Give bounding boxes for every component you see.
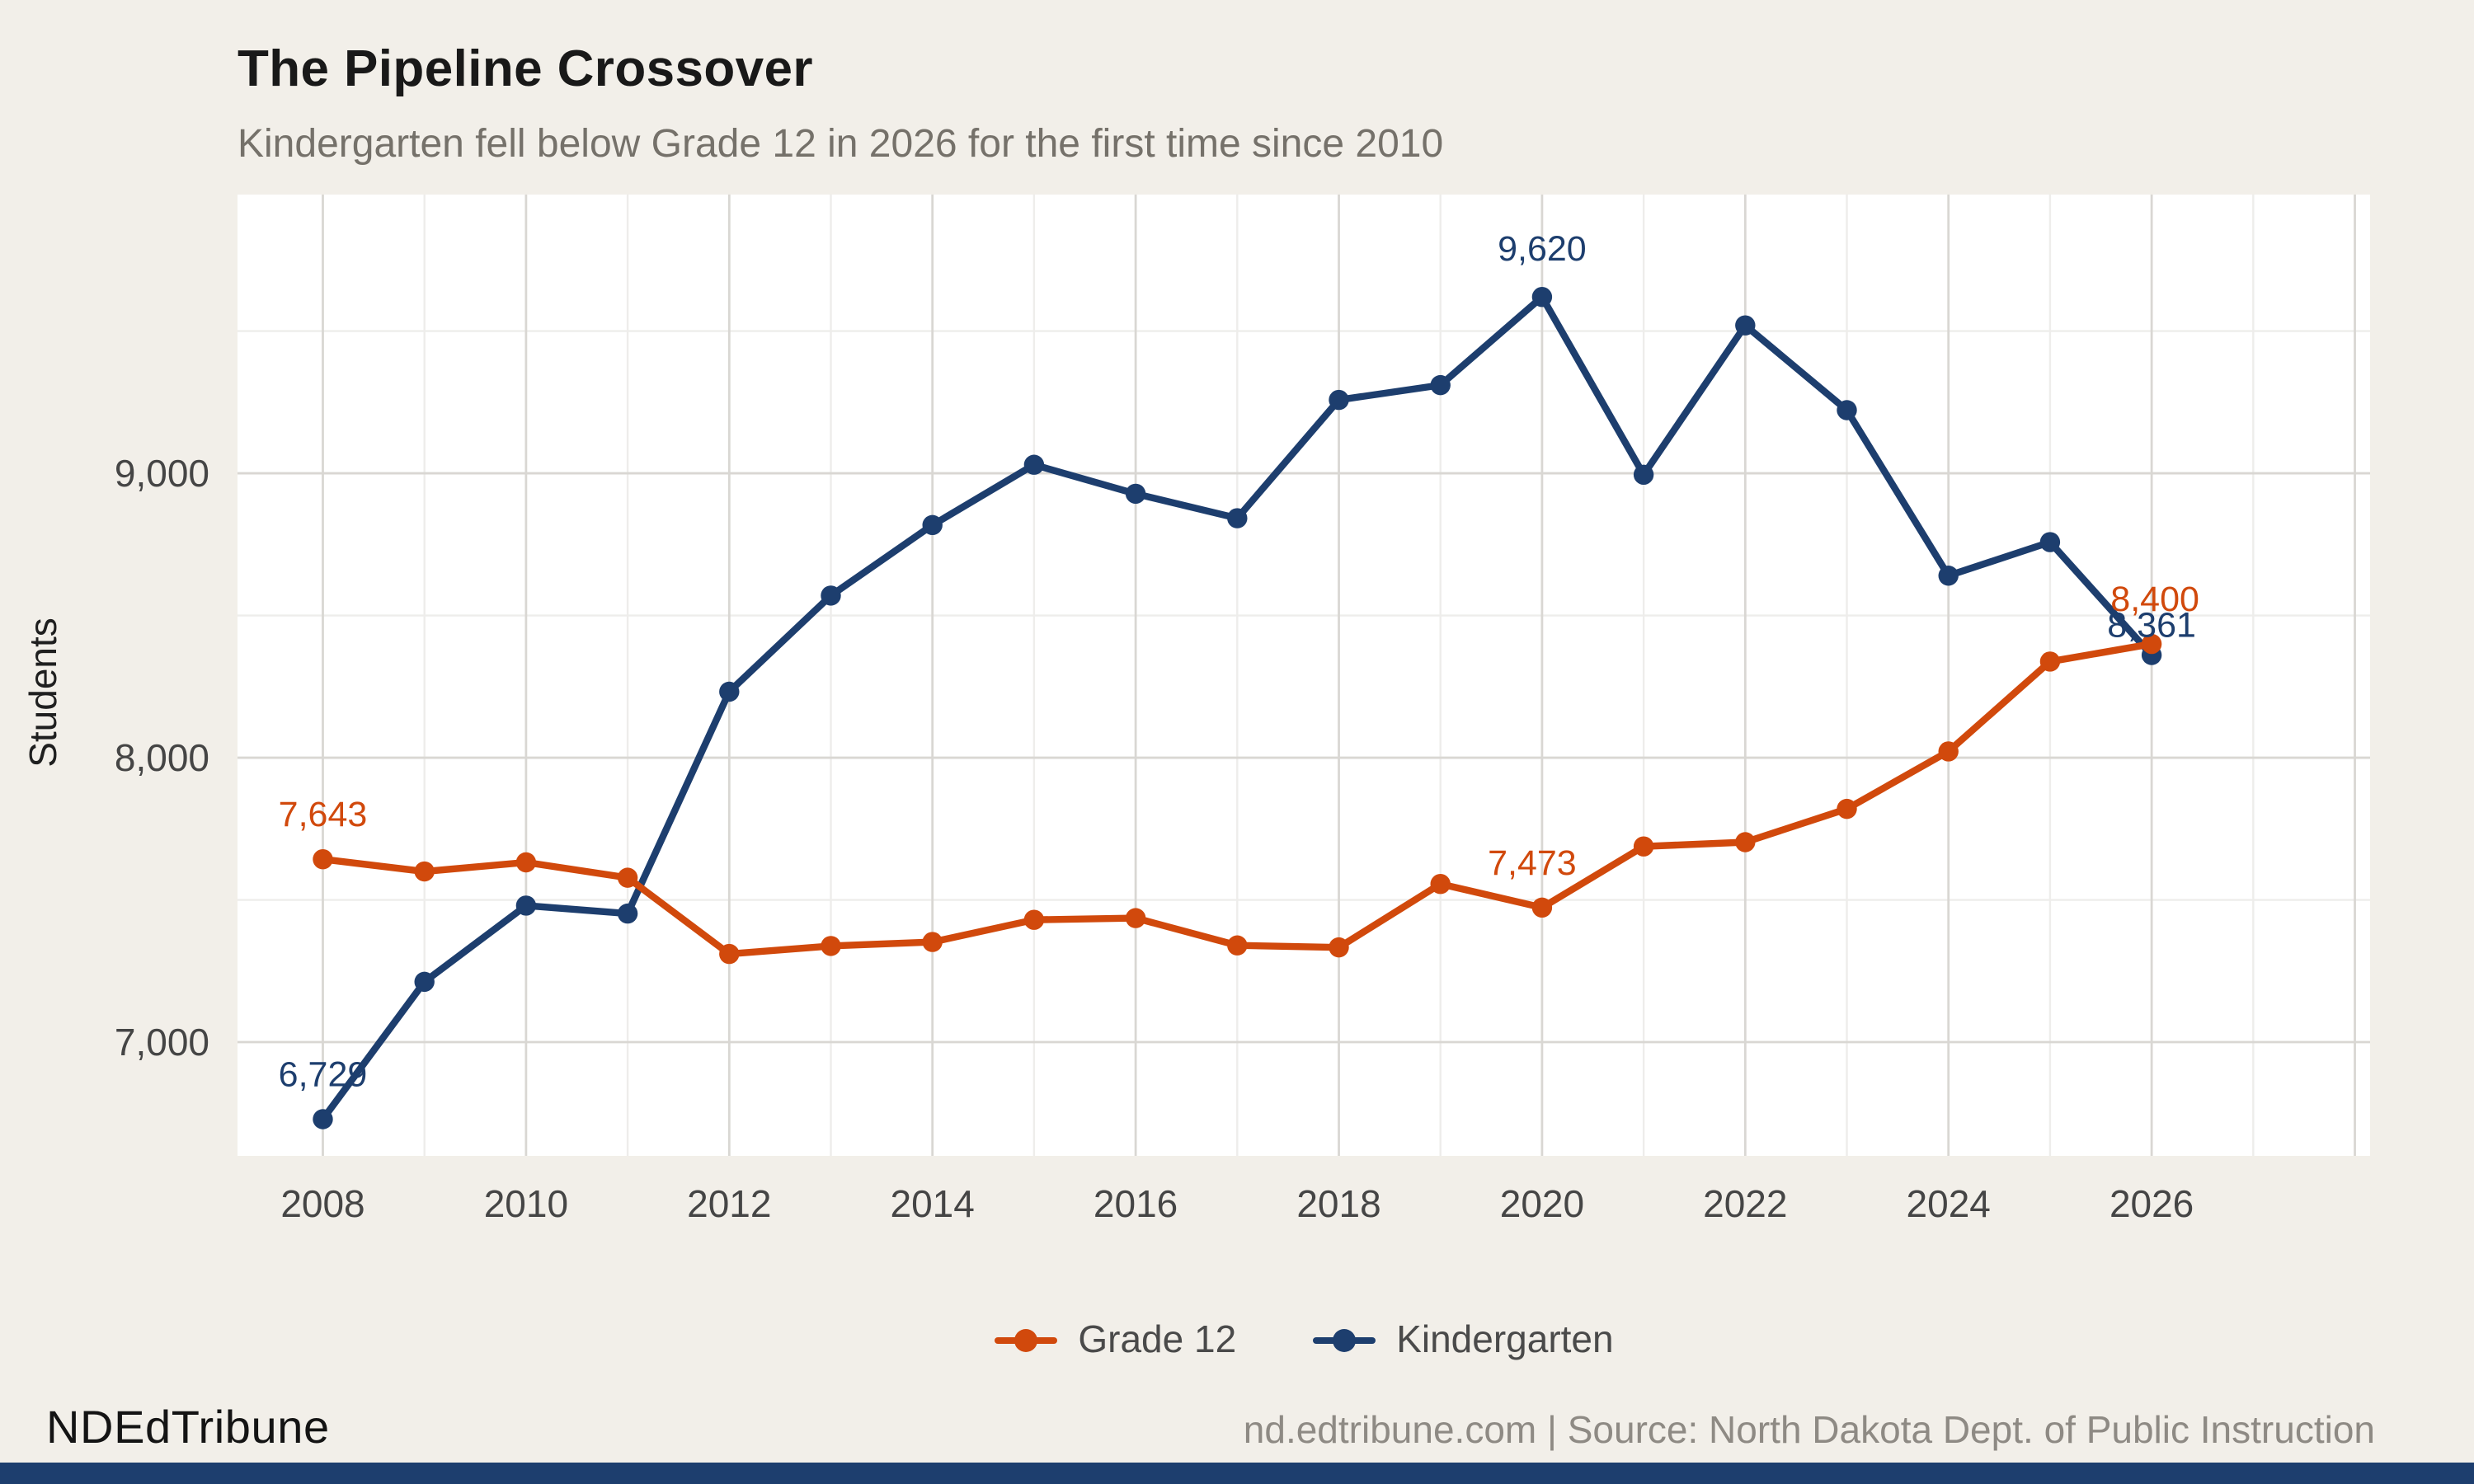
legend-label-grade12: Grade 12 <box>1078 1317 1237 1360</box>
kindergarten-point <box>1329 389 1349 411</box>
grade-12-point <box>821 936 841 956</box>
brand-accent-bar <box>0 1463 2474 1484</box>
x-tick-label: 2014 <box>891 1182 975 1225</box>
grade-12-point <box>1023 909 1045 930</box>
x-tick-label: 2018 <box>1296 1182 1380 1225</box>
kindergarten-point <box>1531 286 1553 308</box>
grade-12-point <box>515 852 537 873</box>
y-tick-label: 7,000 <box>115 1021 209 1064</box>
grade-12-point <box>719 943 740 965</box>
kindergarten-point <box>313 1109 333 1129</box>
x-tick-label: 2012 <box>687 1182 771 1225</box>
grade-12-point <box>1329 937 1349 958</box>
kindergarten-point <box>617 903 638 924</box>
grade-12-point <box>2141 633 2162 655</box>
kindergarten-point <box>515 895 537 916</box>
chart-subtitle: Kindergarten fell below Grade 12 in 2026… <box>238 122 1444 167</box>
kindergarten-point <box>1633 464 1654 485</box>
publisher-brand: NDEdTribune <box>46 1402 330 1453</box>
grade-12-point <box>1125 908 1146 928</box>
grade-12-point <box>1735 832 1756 852</box>
legend: Grade 12 Kindergarten <box>238 1317 2370 1362</box>
grade-12-point <box>2039 651 2061 672</box>
y-tick-label: 9,000 <box>115 452 209 495</box>
line-chart: 7,000 8,000 9,000 2008 2010 2012 2014 2016 2018 2… <box>21 195 2370 1225</box>
grade-12-point <box>1938 741 1959 762</box>
grade-12-point <box>1633 836 1654 857</box>
legend-item-grade12: Grade 12 <box>994 1317 1236 1362</box>
grade-12-point <box>1837 798 1857 819</box>
kindergarten-point <box>1837 400 1857 420</box>
kindergarten-point <box>719 681 740 702</box>
x-tick-label: 2008 <box>280 1182 365 1225</box>
grade-12-point <box>414 861 435 882</box>
x-tick-label: 2022 <box>1703 1182 1787 1225</box>
kindergarten-point <box>1735 315 1756 336</box>
y-tick-label: 8,000 <box>115 736 209 779</box>
annotation-label: 8,361 <box>2107 606 2196 646</box>
kindergarten-point <box>821 585 841 606</box>
kindergarten-point <box>1023 454 1045 475</box>
kindergarten-point <box>922 514 943 536</box>
grade-12-point <box>313 848 333 870</box>
annotation-label: 6,729 <box>279 1054 368 1094</box>
kindergarten-point <box>1125 483 1146 505</box>
legend-label-kindergarten: Kindergarten <box>1396 1317 1614 1360</box>
kindergarten-point <box>1227 508 1248 528</box>
x-tick-label: 2016 <box>1094 1182 1178 1225</box>
legend-item-kindergarten: Kindergarten <box>1312 1317 1614 1362</box>
grade-12-point <box>1430 874 1451 895</box>
kindergarten-point <box>1430 374 1451 396</box>
grade-12-point <box>617 867 638 888</box>
kindergarten-point <box>2039 532 2061 552</box>
footer: NDEdTribune nd.edtribune.com | Source: N… <box>0 1402 2474 1454</box>
annotation-label: 7,643 <box>279 795 368 834</box>
grade-12-point <box>1531 897 1553 918</box>
x-tick-label: 2026 <box>2109 1182 2194 1225</box>
annotation-label: 8,400 <box>2110 580 2199 619</box>
x-tick-label: 2024 <box>1907 1182 1991 1225</box>
chart-title: The Pipeline Crossover <box>238 40 813 97</box>
kindergarten-point <box>1938 566 1959 586</box>
kindergarten-line-marker-icon <box>1312 1328 1376 1351</box>
y-axis-title: Students <box>21 618 64 768</box>
kindergarten-point <box>414 971 435 993</box>
x-tick-label: 2020 <box>1500 1182 1584 1225</box>
grade-12-point <box>1227 935 1248 956</box>
annotation-label: 7,473 <box>1488 843 1577 883</box>
grade-12-point <box>922 932 943 952</box>
grade12-line-marker-icon <box>994 1328 1057 1351</box>
annotation-label: 9,620 <box>1498 229 1587 269</box>
plot-panel <box>238 195 2370 1156</box>
x-tick-label: 2010 <box>484 1182 568 1225</box>
source-attribution: nd.edtribune.com | Source: North Dakota … <box>1243 1408 2375 1451</box>
